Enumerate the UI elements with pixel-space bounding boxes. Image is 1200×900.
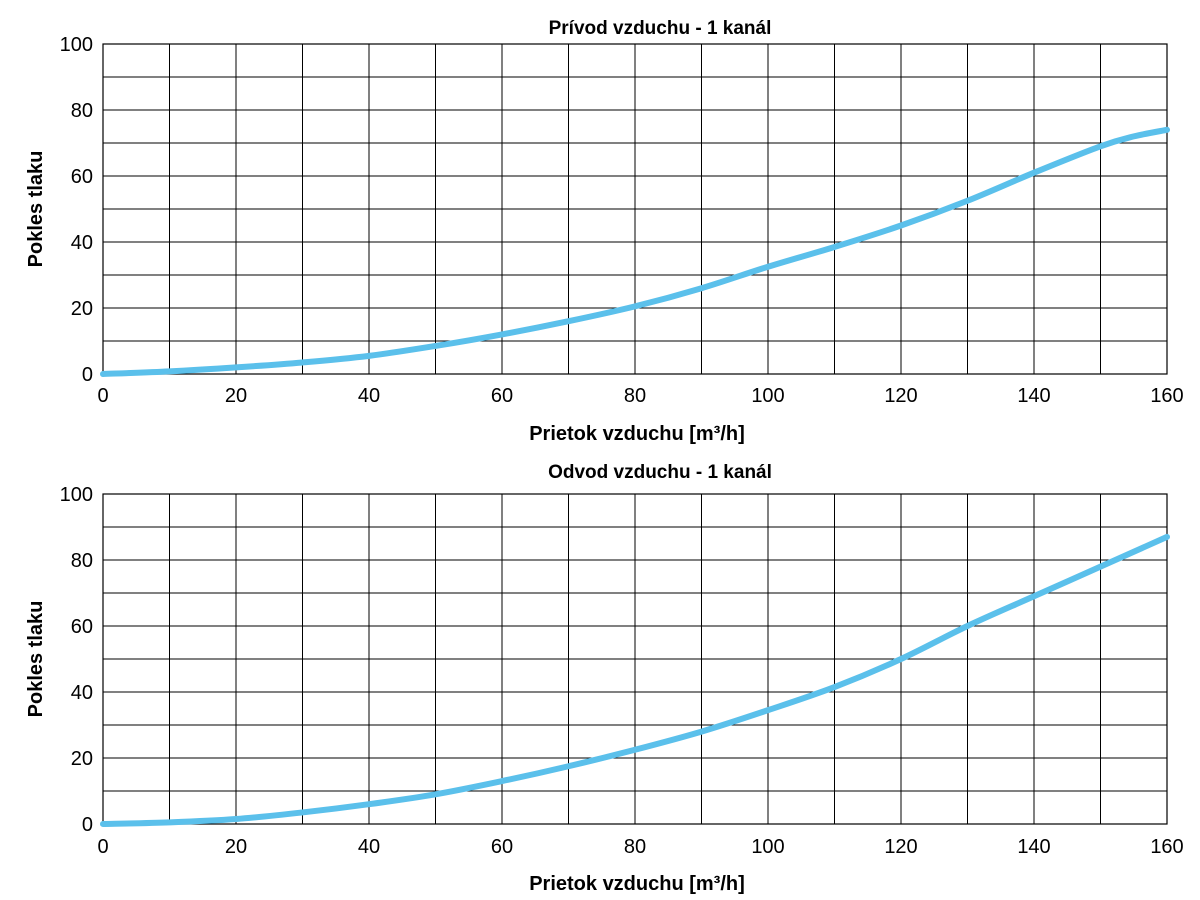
plot-area	[102, 43, 1168, 375]
series-line	[100, 533, 1170, 827]
x-tick-label: 40	[358, 385, 380, 407]
y-tick-label: 40	[71, 232, 93, 254]
plot-area	[102, 493, 1168, 825]
y-tick-label: 40	[71, 682, 93, 704]
x-tick-label: 20	[225, 385, 247, 407]
x-tick-label: 80	[624, 836, 646, 858]
y-tick-label: 100	[60, 34, 93, 56]
x-tick-label: 160	[1150, 385, 1183, 407]
x-tick-label: 160	[1150, 836, 1183, 858]
x-axis-label: Prietok vzduchu [m³/h]	[529, 873, 745, 895]
x-tick-label: 140	[1017, 385, 1050, 407]
x-tick-label: 0	[97, 836, 108, 858]
y-tick-label: 20	[71, 748, 93, 770]
x-tick-label: 80	[624, 385, 646, 407]
x-tick-label: 0	[97, 385, 108, 407]
y-tick-label: 0	[82, 814, 93, 836]
chart-2: Odvod vzduchu - 1 kanál 0 20 40 60 80 100 0 20 40…	[25, 462, 1184, 895]
x-tick-label: 100	[751, 836, 784, 858]
chart-1: Prívod vzduchu - 1 kanál 0 20 40 60 80 100 0 20 4…	[25, 18, 1184, 445]
x-tick-label: 20	[225, 836, 247, 858]
y-tick-label: 60	[71, 166, 93, 188]
y-tick-label: 60	[71, 616, 93, 638]
x-tick-label: 120	[884, 836, 917, 858]
y-tick-label: 100	[60, 484, 93, 506]
x-axis-label: Prietok vzduchu [m³/h]	[529, 423, 745, 445]
y-axis-label: Pokles tlaku	[25, 601, 47, 718]
chart-title: Odvod vzduchu - 1 kanál	[548, 462, 772, 483]
y-tick-label: 20	[71, 298, 93, 320]
y-tick-label: 0	[82, 364, 93, 386]
y-tick-label: 80	[71, 100, 93, 122]
x-tick-label: 140	[1017, 836, 1050, 858]
x-tick-label: 40	[358, 836, 380, 858]
series-line	[100, 126, 1170, 377]
x-tick-label: 60	[491, 385, 513, 407]
y-axis-label: Pokles tlaku	[25, 151, 47, 268]
x-tick-label: 100	[751, 385, 784, 407]
y-tick-label: 80	[71, 550, 93, 572]
x-tick-label: 60	[491, 836, 513, 858]
chart-title: Prívod vzduchu - 1 kanál	[549, 18, 772, 39]
x-tick-label: 120	[884, 385, 917, 407]
